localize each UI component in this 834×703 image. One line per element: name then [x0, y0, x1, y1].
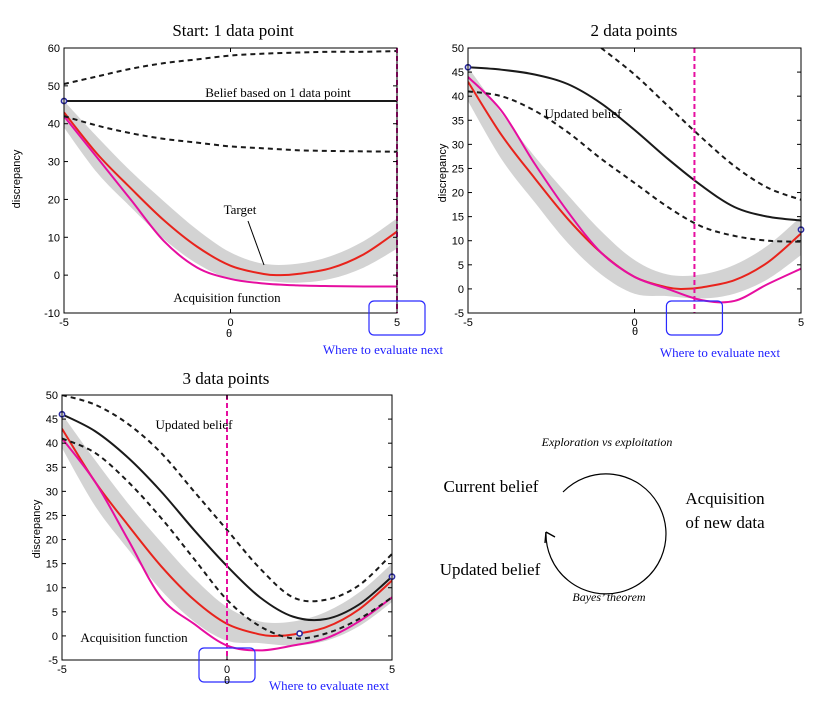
- annotation-belief: Updated belief: [156, 417, 234, 432]
- next-eval-box: [665, 300, 724, 336]
- plot-area: -10 0 10 20 30 40 50 60 -5 0 5: [44, 43, 426, 336]
- y-tick-label: 40: [48, 119, 60, 131]
- y-tick-label: 35: [46, 462, 58, 474]
- annotation-target: Target: [224, 202, 257, 217]
- y-axis-label: discrepancy: [437, 143, 449, 202]
- y-tick-label: 40: [46, 438, 58, 450]
- y-tick-label: 50: [48, 81, 60, 93]
- belief-lower-line: [64, 115, 397, 153]
- x-tick-label: -5: [57, 664, 67, 676]
- y-tick-label: 45: [452, 67, 464, 79]
- acquisition-line: [468, 76, 801, 304]
- annotation-acquisition: Acquisition function: [173, 290, 281, 305]
- next-eval-label: Where to evaluate next: [660, 345, 781, 360]
- y-tick-label: 20: [452, 188, 464, 200]
- y-tick-label: -5: [48, 655, 58, 667]
- y-tick-label: -10: [44, 308, 60, 320]
- y-tick-label: 25: [46, 510, 58, 522]
- uncertainty-band: [64, 101, 397, 283]
- plot-layer: [468, 48, 801, 304]
- y-tick-label: 30: [48, 157, 60, 169]
- belief-upper-line: [62, 395, 392, 603]
- belief-upper-line: [600, 48, 801, 201]
- y-tick-label: 20: [48, 194, 60, 206]
- cycle-acquisition-line1: Acquisition: [685, 489, 765, 508]
- y-tick-label: 40: [452, 91, 464, 103]
- y-tick-label: 25: [452, 163, 464, 175]
- bayesian-cycle-diagram: Exploration vs exploitation Current beli…: [440, 435, 765, 604]
- y-tick-label: 0: [52, 631, 58, 643]
- x-tick-label: -5: [59, 317, 69, 329]
- y-axis-label: discrepancy: [11, 149, 23, 208]
- y-tick-label: 30: [46, 486, 58, 498]
- next-eval-box: [198, 647, 256, 683]
- x-tick-label: 5: [389, 664, 395, 676]
- x-axis-label: θ: [224, 675, 230, 687]
- annotation-belief: Updated belief: [545, 106, 623, 121]
- x-tick-label: 5: [394, 317, 400, 329]
- acquisition-line: [64, 115, 397, 288]
- annotation-acquisition: Acquisition function: [80, 630, 188, 645]
- next-eval-label: Where to evaluate next: [323, 342, 444, 357]
- next-eval-label: Where to evaluate next: [269, 678, 390, 693]
- belief-mean-line: [468, 66, 801, 222]
- x-tick-label: 5: [798, 317, 804, 329]
- y-tick-label: 5: [458, 260, 464, 272]
- y-tick-label: 0: [458, 284, 464, 296]
- x-tick-label: 0: [227, 317, 233, 329]
- y-tick-label: 30: [452, 139, 464, 151]
- x-tick-label: 0: [631, 317, 637, 329]
- y-tick-label: 15: [452, 212, 464, 224]
- y-tick-label: 10: [452, 236, 464, 248]
- panel-2-points: 2 data points -5 0 5 10 15 20 25 30 35 40 45 50 -5 0 5…: [437, 21, 805, 360]
- plot-area: -5 0 5 10 15 20 25 30 35 40 45 50 -5 0 5: [452, 43, 805, 336]
- x-tick-label: 0: [224, 664, 230, 676]
- plot-area: -5 0 5 10 15 20 25 30 35 40 45 50 -5 0 5: [46, 390, 396, 683]
- cycle-top-caption: Exploration vs exploitation: [541, 435, 673, 449]
- panel-title: 3 data points: [183, 369, 270, 388]
- x-axis-label: θ: [632, 326, 638, 338]
- y-tick-label: -5: [454, 308, 464, 320]
- y-tick-label: 5: [52, 607, 58, 619]
- y-tick-label: 50: [452, 43, 464, 55]
- belief-lower-line: [468, 90, 801, 243]
- panel-start: Start: 1 data point -10 0 10 20 30 40 50 60 -5 0 5…: [11, 21, 443, 357]
- y-axis-label: discrepancy: [31, 499, 43, 558]
- x-axis-label: θ: [226, 328, 232, 340]
- cycle-acquisition-line2: of new data: [685, 513, 765, 532]
- target-line: [64, 111, 397, 277]
- plot-layer: [64, 50, 397, 288]
- cycle-current-belief: Current belief: [444, 477, 539, 496]
- y-tick-label: 15: [46, 559, 58, 571]
- belief-upper-line: [64, 50, 397, 85]
- y-tick-label: 45: [46, 414, 58, 426]
- x-tick-label: -5: [463, 317, 473, 329]
- annotation-belief: Belief based on 1 data point: [205, 85, 351, 100]
- y-tick-label: 20: [46, 535, 58, 547]
- cycle-bottom-caption: Bayes’ theorem: [572, 590, 646, 604]
- target-line: [62, 428, 392, 637]
- cycle-updated-belief: Updated belief: [440, 560, 541, 579]
- cycle-arrowhead-icon: [544, 531, 556, 544]
- panel-3-points: 3 data points -5 0 5 10 15 20 25 30 35 40 45 50 -5 0 5…: [31, 369, 396, 693]
- observation-point: [296, 630, 303, 637]
- y-tick-label: 50: [46, 390, 58, 402]
- panel-title: 2 data points: [591, 21, 678, 40]
- target-pointer: [247, 220, 265, 266]
- panel-title: Start: 1 data point: [172, 21, 294, 40]
- uncertainty-band: [468, 67, 801, 299]
- y-tick-label: 0: [54, 270, 60, 282]
- y-tick-label: 10: [48, 232, 60, 244]
- y-tick-label: 10: [46, 583, 58, 595]
- next-eval-box: [368, 300, 426, 336]
- y-tick-label: 60: [48, 43, 60, 55]
- y-tick-label: 35: [452, 115, 464, 127]
- cycle-arrow: [545, 473, 667, 595]
